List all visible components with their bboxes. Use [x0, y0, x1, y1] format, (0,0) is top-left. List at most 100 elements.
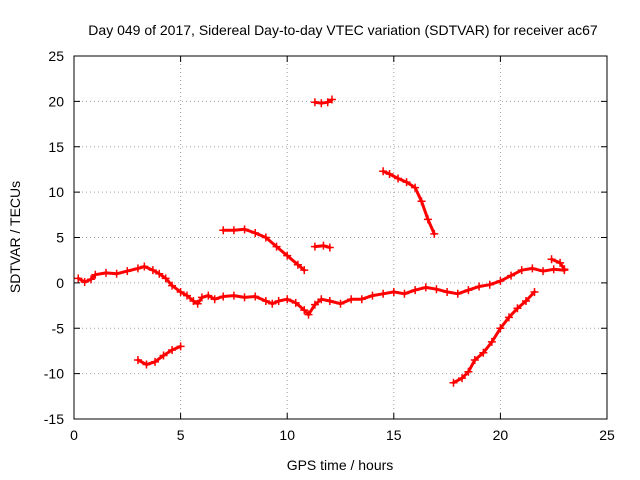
data-point	[389, 287, 398, 296]
x-tick-label: 15	[386, 427, 402, 443]
data-point	[539, 267, 548, 276]
series-arc-1	[74, 262, 569, 319]
y-tick-label: -5	[52, 320, 65, 336]
data-point	[421, 283, 430, 292]
data-point	[336, 299, 345, 308]
data-point	[411, 183, 420, 192]
x-axis-label: GPS time / hours	[287, 457, 394, 473]
y-tick-label: -10	[44, 366, 64, 382]
series-arc-4	[310, 95, 336, 108]
data-point	[80, 277, 89, 286]
data-point	[300, 266, 309, 275]
data-point	[528, 264, 537, 273]
data-point	[283, 295, 292, 304]
x-tick-label: 0	[70, 427, 78, 443]
data-point	[347, 295, 356, 304]
data-point	[470, 356, 479, 365]
data-point	[155, 269, 164, 278]
data-point	[219, 292, 228, 301]
data-point	[193, 299, 202, 308]
data-point	[400, 289, 409, 298]
y-tick-label: 10	[48, 184, 64, 200]
data-point	[168, 346, 177, 355]
data-point	[123, 267, 132, 276]
series-arc-3	[219, 225, 309, 275]
data-point	[327, 95, 336, 104]
data-point	[464, 286, 473, 295]
data-point	[240, 293, 249, 302]
series-line	[381, 169, 436, 236]
data-point	[556, 258, 565, 267]
series-arc-7	[449, 287, 539, 387]
data-point	[142, 360, 151, 369]
data-point	[411, 286, 420, 295]
series-arc-2	[133, 342, 185, 369]
data-point	[189, 297, 198, 306]
data-point	[272, 242, 281, 251]
data-point	[304, 310, 313, 319]
y-tick-label: 15	[48, 139, 64, 155]
data-point	[268, 299, 277, 308]
data-point	[530, 287, 539, 296]
data-point	[148, 266, 157, 275]
series-arc-8	[547, 255, 569, 274]
data-point	[430, 229, 439, 238]
series-arc-5	[310, 241, 334, 252]
data-point	[112, 269, 121, 278]
y-tick-label: 5	[56, 230, 64, 246]
data-point	[325, 297, 334, 306]
data-point	[487, 337, 496, 346]
data-point	[432, 285, 441, 294]
data-point	[300, 306, 309, 315]
data-point	[140, 262, 149, 271]
y-tick-label: -15	[44, 411, 64, 427]
data-point	[485, 280, 494, 289]
data-point	[240, 225, 249, 234]
data-point	[87, 275, 96, 284]
data-point	[379, 289, 388, 298]
data-point	[496, 277, 505, 286]
data-point	[453, 289, 462, 298]
data-point	[74, 274, 83, 283]
data-point	[560, 265, 569, 274]
data-point	[197, 293, 206, 302]
data-point	[517, 266, 526, 275]
x-tick-label: 20	[493, 427, 509, 443]
data-point	[449, 378, 458, 387]
data-point	[310, 98, 319, 107]
data-point	[325, 243, 334, 252]
data-point	[357, 295, 366, 304]
x-tick-label: 25	[599, 427, 615, 443]
data-point	[274, 297, 283, 306]
data-point	[151, 357, 160, 366]
data-point	[368, 291, 377, 300]
grid	[74, 56, 607, 419]
data-point	[251, 228, 260, 237]
data-point	[394, 174, 403, 183]
data-point	[402, 178, 411, 187]
data-point	[283, 251, 292, 260]
data-point	[496, 324, 505, 333]
x-tick-label: 5	[177, 427, 185, 443]
data-point	[101, 268, 110, 277]
data-point	[261, 233, 270, 242]
data-point	[168, 281, 177, 290]
data-point	[91, 270, 100, 279]
data-point	[423, 215, 432, 224]
data-point	[176, 342, 185, 351]
data-point	[219, 226, 228, 235]
ticks: 0 5 10 15 20 25 -15 -10 -5 0 5 10 15 20 25	[44, 48, 615, 443]
data-point	[133, 264, 142, 273]
y-tick-label: 25	[48, 48, 64, 64]
data-point	[513, 304, 522, 313]
data-point	[464, 367, 473, 376]
data-point	[251, 292, 260, 301]
data-point	[176, 287, 185, 296]
data-point	[229, 291, 238, 300]
data-point	[379, 167, 388, 176]
data-point	[161, 274, 170, 283]
chart-title: Day 049 of 2017, Sidereal Day-to-day VTE…	[88, 22, 598, 38]
data-point	[385, 169, 394, 178]
